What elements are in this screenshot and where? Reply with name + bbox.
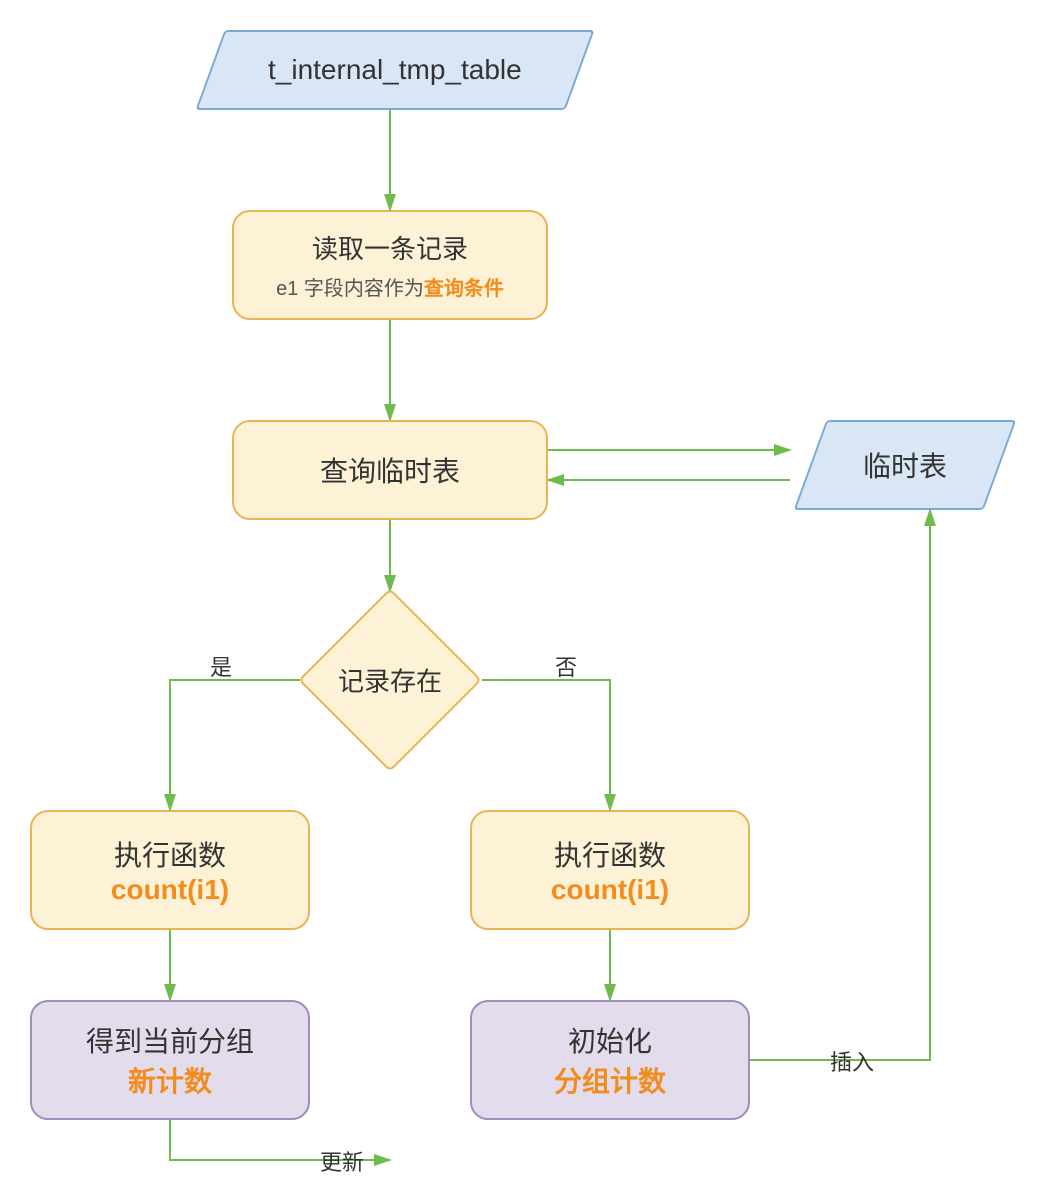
edge-label: 插入	[830, 1045, 874, 1077]
exec-right-title: 执行函数	[554, 834, 666, 874]
node-exec-left: 执行函数 count(i1)	[30, 810, 310, 930]
node-read-record: 读取一条记录 e1 字段内容作为查询条件	[232, 210, 548, 320]
edge-label: 是	[210, 650, 232, 682]
result-left-title: 得到当前分组	[86, 1020, 254, 1060]
node-exec-right: 执行函数 count(i1)	[470, 810, 750, 930]
decision-label: 记录存在	[338, 662, 442, 699]
exec-right-highlight: count(i1)	[551, 874, 669, 906]
query-label: 查询临时表	[320, 450, 460, 490]
edge-label: 否	[555, 650, 577, 682]
node-start: t_internal_tmp_table	[195, 30, 594, 110]
result-right-title: 初始化	[568, 1020, 652, 1060]
exec-left-title: 执行函数	[114, 834, 226, 874]
read-title: 读取一条记录	[312, 229, 468, 266]
read-sub-prefix: e1 字段内容作为	[276, 278, 424, 300]
node-temp-table: 临时表	[794, 420, 1017, 510]
result-left-highlight: 新计数	[128, 1060, 212, 1100]
node-query-temp-table: 查询临时表	[232, 420, 548, 520]
read-subtitle: e1 字段内容作为查询条件	[276, 272, 504, 301]
flowchart-canvas: t_internal_tmp_table 读取一条记录 e1 字段内容作为查询条…	[0, 0, 1042, 1180]
exec-left-highlight: count(i1)	[111, 874, 229, 906]
read-sub-highlight: 查询条件	[424, 278, 504, 300]
node-result-right: 初始化 分组计数	[470, 1000, 750, 1120]
node-decision: 记录存在	[325, 615, 455, 745]
node-result-left: 得到当前分组 新计数	[30, 1000, 310, 1120]
edge-label: 更新	[320, 1145, 364, 1177]
result-right-highlight: 分组计数	[554, 1060, 666, 1100]
temp-label: 临时表	[863, 445, 947, 485]
node-start-label: t_internal_tmp_table	[268, 54, 522, 86]
